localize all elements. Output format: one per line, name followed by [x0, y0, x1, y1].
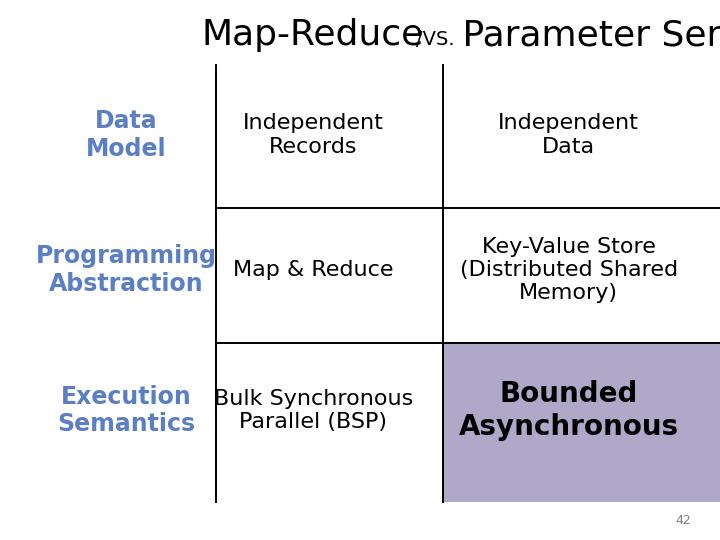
- Text: /VS.: /VS.: [416, 30, 455, 49]
- Text: Independent
Records: Independent Records: [243, 113, 384, 157]
- Text: Parameter Serve: Parameter Serve: [451, 18, 720, 52]
- Bar: [443, 343, 720, 502]
- Text: 42: 42: [675, 514, 691, 526]
- Text: Data
Model: Data Model: [86, 109, 166, 161]
- Text: Programming
Abstraction: Programming Abstraction: [35, 244, 217, 296]
- Text: Bulk Synchronous
Parallel (BSP): Bulk Synchronous Parallel (BSP): [214, 389, 413, 432]
- Text: Map-Reduce: Map-Reduce: [202, 18, 424, 52]
- Text: Map & Reduce: Map & Reduce: [233, 260, 393, 280]
- Text: Execution
Semantics: Execution Semantics: [57, 384, 195, 436]
- Text: Key-Value Store
(Distributed Shared
Memory): Key-Value Store (Distributed Shared Memo…: [460, 237, 678, 303]
- Text: Bounded
Asynchronous: Bounded Asynchronous: [459, 380, 679, 441]
- Text: Independent
Data: Independent Data: [498, 113, 639, 157]
